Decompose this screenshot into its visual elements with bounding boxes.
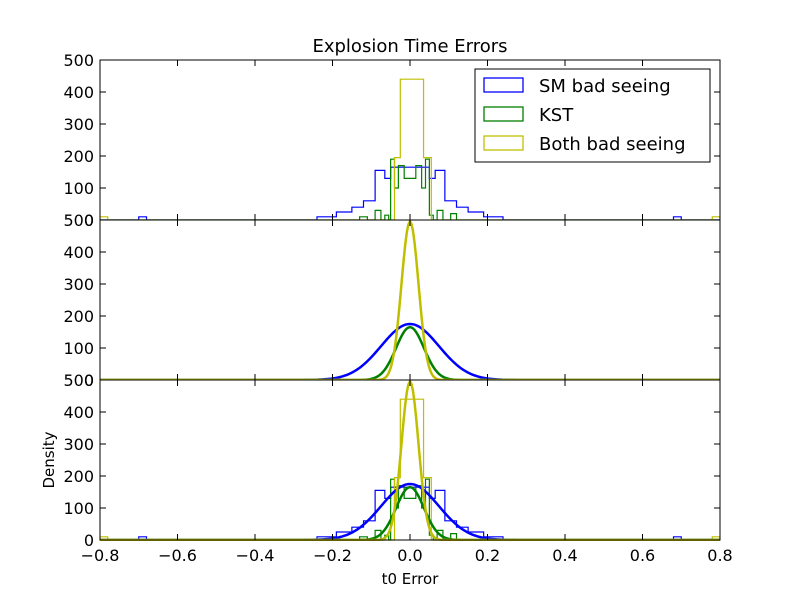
legend-label-kst: KST <box>539 105 574 126</box>
x-tick-label: 0.6 <box>630 546 655 565</box>
x-tick-label: −0.2 <box>313 546 352 565</box>
x-tick-label: −0.4 <box>236 546 275 565</box>
y-tick-label: 500 <box>63 51 94 70</box>
y-axis-label: Density <box>40 431 58 488</box>
panel-frame <box>99 379 721 541</box>
legend-box <box>474 68 711 163</box>
y-tick-label: 200 <box>63 467 94 486</box>
x-tick-label: 0.8 <box>707 546 732 565</box>
y-tick-label: 0 <box>84 371 94 390</box>
y-tick-label: 400 <box>63 403 94 422</box>
histogram-both <box>100 78 720 221</box>
x-tick-label: 0.0 <box>397 546 422 565</box>
chart-title: Explosion Time Errors <box>312 36 507 57</box>
y-tick-label: 0 <box>84 211 94 230</box>
y-tick-label: 200 <box>63 147 94 166</box>
panel-background <box>100 220 720 380</box>
legend: SM bad seeing KST Both bad seeing <box>474 68 711 163</box>
histogram-both <box>100 398 720 541</box>
legend-label-both: Both bad seeing <box>539 134 686 155</box>
y-tick-label: 500 <box>63 211 94 230</box>
y-tick-label: 400 <box>63 243 94 262</box>
x-tick-label: −0.8 <box>81 546 120 565</box>
plot-area <box>100 78 720 221</box>
y-tick-label: 100 <box>63 499 94 518</box>
x-tick-label: 0.2 <box>475 546 500 565</box>
y-tick-label: 0 <box>84 531 94 550</box>
y-tick-label: 300 <box>63 115 94 134</box>
panel-fitted-densities: 0 100 200 300 400 500 <box>63 211 721 390</box>
legend-swatch-sm <box>483 77 524 93</box>
histogram-kst <box>100 158 720 221</box>
y-tick-label: 300 <box>63 275 94 294</box>
x-tick-label: 0.4 <box>552 546 577 565</box>
y-tick-label: 100 <box>63 339 94 358</box>
panel-overlay: 0 100 200 300 400 500 <box>63 371 721 550</box>
legend-swatch-kst <box>483 106 524 122</box>
y-tick-label: 500 <box>63 371 94 390</box>
y-tick-label: 100 <box>63 179 94 198</box>
legend-swatch-both <box>483 135 524 151</box>
legend-label-sm: SM bad seeing <box>539 76 671 97</box>
x-axis-label: t0 Error <box>382 570 440 588</box>
y-tick-label: 400 <box>63 83 94 102</box>
panel-background <box>100 380 720 540</box>
y-tick-label: 300 <box>63 435 94 454</box>
x-tick-label: −0.6 <box>158 546 197 565</box>
y-tick-label: 200 <box>63 307 94 326</box>
histogram-sm <box>100 166 720 221</box>
